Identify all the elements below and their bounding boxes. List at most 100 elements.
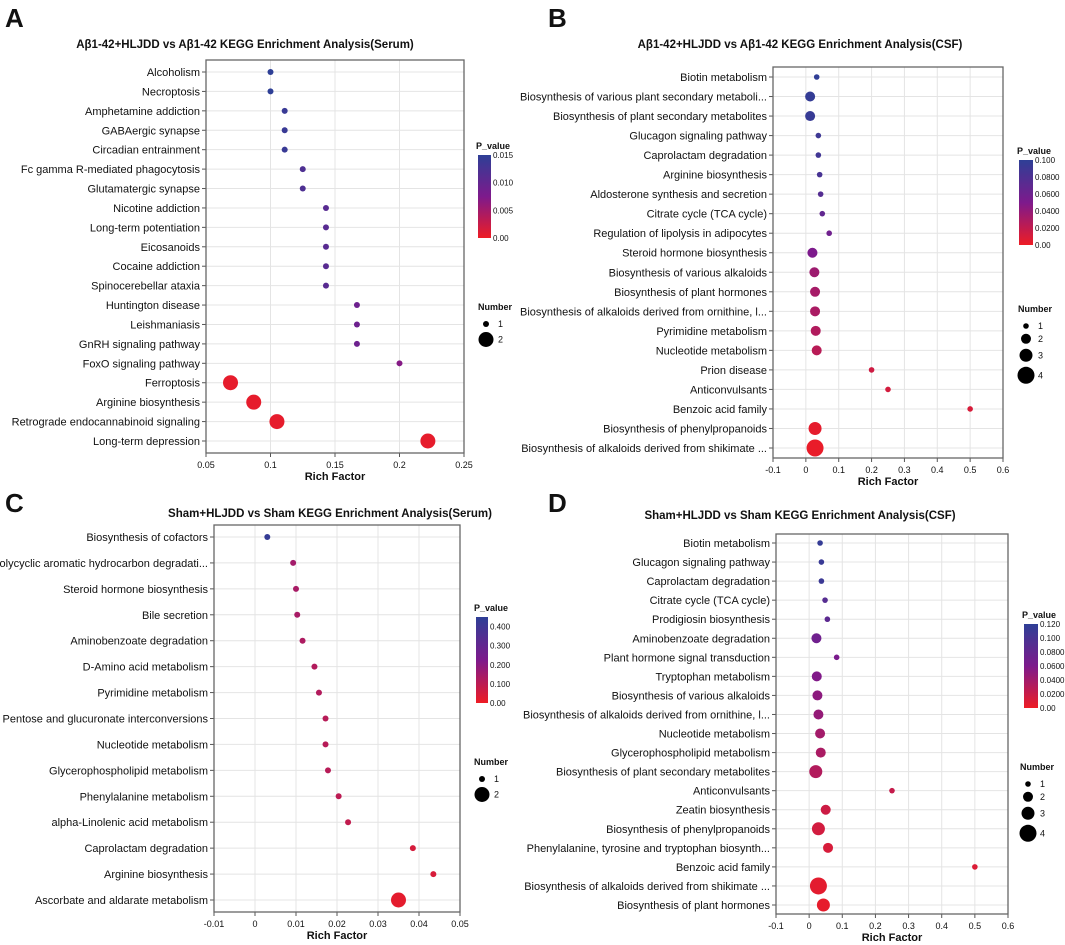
x-tick-label: -0.1 <box>768 921 784 931</box>
data-point <box>815 132 822 139</box>
y-tick-label: Alcoholism <box>147 67 200 79</box>
data-point <box>322 243 329 250</box>
panel-letter: B <box>548 3 567 33</box>
y-tick-label: Tryptophan metabolism <box>655 671 770 683</box>
x-tick-label: 0.01 <box>287 919 305 929</box>
size-legend-title: Number <box>1018 304 1053 314</box>
size-legend-marker <box>1023 323 1029 329</box>
data-point <box>811 822 825 836</box>
color-legend-tick: 0.300 <box>490 642 511 651</box>
x-tick-label: 0.2 <box>869 921 882 931</box>
x-tick-label: 0.1 <box>264 460 277 470</box>
y-tick-label: Arginine biosynthesis <box>104 869 208 881</box>
x-tick-label: -0.01 <box>204 919 225 929</box>
size-legend-marker <box>478 332 494 347</box>
panel-C: C Sham+HLJDD vs Sham KEGG Enrichment Anal… <box>0 488 511 942</box>
y-tick-label: Circadian entrainment <box>92 145 200 157</box>
y-tick-label: Benzoic acid family <box>676 862 771 874</box>
x-tick-label: 0.6 <box>997 465 1010 475</box>
panel-D: D Sham+HLJDD vs Sham KEGG Enrichment Anal… <box>523 488 1065 944</box>
color-bar <box>478 155 491 238</box>
data-point <box>299 185 306 192</box>
data-point <box>805 111 816 122</box>
y-tick-label: Aminobenzoate degradation <box>70 636 208 648</box>
color-bar <box>1019 160 1033 245</box>
data-point <box>322 741 329 748</box>
data-point <box>818 559 825 565</box>
size-legend-marker <box>1025 781 1031 787</box>
y-tick-label: Biosynthesis of alkaloids derived from s… <box>521 443 767 455</box>
y-tick-label: Biosynthesis of phenylpropanoids <box>606 824 770 836</box>
panel-B: B Aβ1-42+HLJDD vs Aβ1-42 KEGG Enrichment … <box>520 3 1060 488</box>
y-tick-label: Prion disease <box>700 365 767 377</box>
data-point <box>817 540 823 546</box>
y-tick-label: Huntington disease <box>106 300 200 312</box>
size-legend-marker <box>483 321 489 327</box>
y-tick-label: Steroid hormone biosynthesis <box>622 248 767 260</box>
data-point <box>889 787 895 794</box>
color-legend-tick: 0.120 <box>1040 620 1061 629</box>
data-point <box>815 728 826 739</box>
color-legend-tick: 0.0400 <box>1040 676 1065 685</box>
color-legend-tick: 0.00 <box>490 699 506 708</box>
y-tick-label: Retrograde endocannabinoid signaling <box>12 417 200 429</box>
color-legend-tick: 0.200 <box>490 661 511 670</box>
data-point <box>833 654 840 661</box>
data-point <box>290 559 297 566</box>
x-tick-label: 0.02 <box>328 919 346 929</box>
y-tick-label: Benzoic acid family <box>673 404 768 416</box>
size-legend-title: Number <box>1020 762 1055 772</box>
y-tick-label: Biosynthesis of various alkaloids <box>609 267 768 279</box>
plot-frame <box>205 59 465 454</box>
size-legend-label: 2 <box>498 335 503 345</box>
y-tick-label: Polycyclic aromatic hydrocarbon degradat… <box>0 558 208 570</box>
y-tick-label: Zeatin biosynthesis <box>676 805 771 817</box>
size-legend-title: Number <box>478 302 513 312</box>
y-tick-label: Biotin metabolism <box>680 72 767 84</box>
size-legend-marker <box>1021 806 1035 820</box>
color-bar <box>1024 624 1038 708</box>
plot-frame <box>775 533 1009 915</box>
data-point <box>322 715 329 722</box>
chart-title: Sham+HLJDD vs Sham KEGG Enrichment Analy… <box>644 510 955 522</box>
color-legend-tick: 0.00 <box>493 234 509 243</box>
data-point <box>322 282 329 289</box>
size-legend-label: 1 <box>498 319 503 329</box>
y-tick-label: Aminobenzoate degradation <box>632 633 770 645</box>
data-point <box>246 394 262 410</box>
y-tick-label: Long-term potentiation <box>90 222 200 234</box>
data-point <box>299 166 306 173</box>
size-legend-marker <box>479 776 485 782</box>
data-point <box>223 375 239 391</box>
data-point <box>269 414 285 430</box>
x-tick-label: 0.04 <box>410 919 428 929</box>
y-tick-label: Ferroptosis <box>145 378 201 390</box>
x-tick-label: 0.5 <box>969 921 982 931</box>
y-tick-label: Biosynthesis of alkaloids derived from s… <box>524 881 770 893</box>
data-point <box>816 898 830 912</box>
x-axis-label: Rich Factor <box>307 930 368 942</box>
color-legend-tick: 0.010 <box>493 179 514 188</box>
x-tick-label: -0.1 <box>765 465 781 475</box>
y-tick-label: Biosynthesis of cofactors <box>86 532 208 544</box>
color-legend-tick: 0.0200 <box>1040 690 1065 699</box>
size-legend-marker <box>1019 824 1037 842</box>
y-tick-label: Arginine biosynthesis <box>96 397 200 409</box>
y-tick-label: Biosynthesis of alkaloids derived from o… <box>523 709 770 721</box>
size-legend-marker <box>1019 348 1033 362</box>
data-point <box>822 597 828 603</box>
data-point <box>809 877 827 895</box>
plot-frame <box>772 66 1004 459</box>
x-tick-label: 0.4 <box>935 921 948 931</box>
y-tick-label: Glutamatergic synapse <box>88 184 201 196</box>
x-axis-label: Rich Factor <box>858 476 919 488</box>
data-point <box>824 616 831 623</box>
data-point <box>267 69 274 75</box>
data-point <box>885 386 891 393</box>
data-point <box>810 306 821 317</box>
x-tick-label: 0.15 <box>326 460 344 470</box>
y-tick-label: Aldosterone synthesis and secretion <box>590 189 767 201</box>
panel-letter: A <box>5 3 24 33</box>
y-tick-label: Spinocerebellar ataxia <box>91 281 201 293</box>
data-point <box>264 534 271 540</box>
